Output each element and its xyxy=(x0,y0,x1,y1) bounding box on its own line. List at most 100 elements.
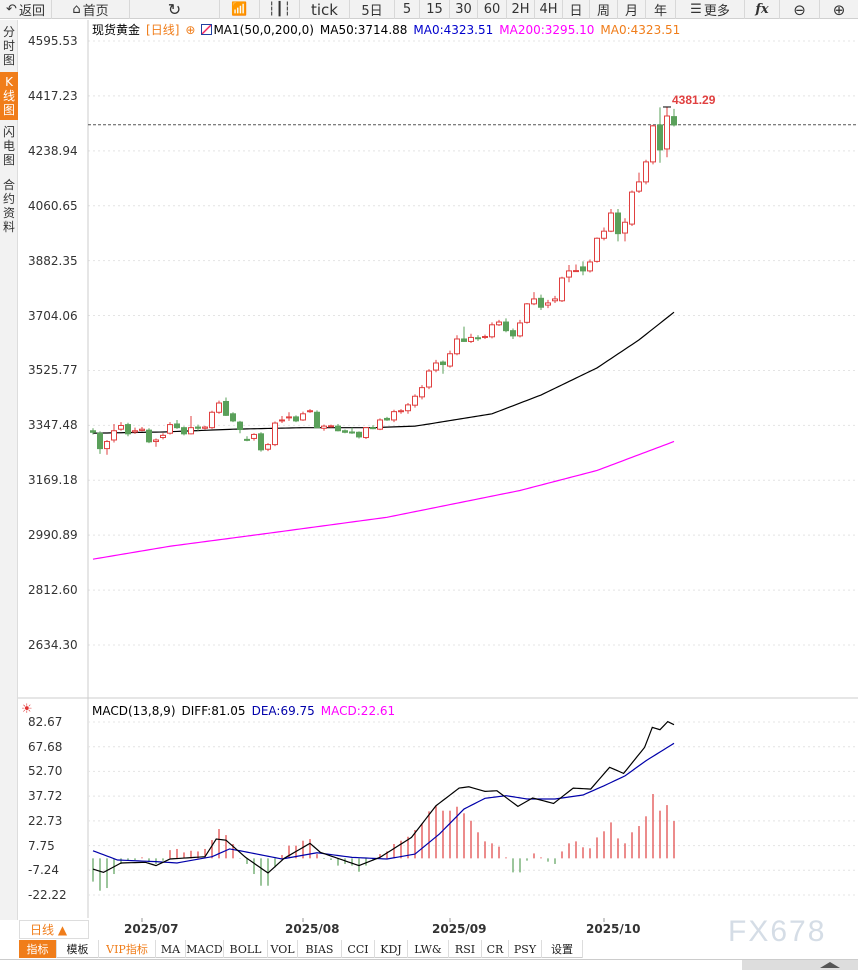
candle-up xyxy=(454,338,460,355)
candle-up xyxy=(391,411,397,421)
period-week-button[interactable]: 周 xyxy=(590,0,618,19)
sidebar-item-kline[interactable]: K线图 xyxy=(0,72,18,120)
indicator-tab-11[interactable]: RSI xyxy=(449,940,482,958)
back-label: 返回 xyxy=(18,4,45,19)
candle-up xyxy=(650,125,656,163)
candle-up xyxy=(636,181,642,192)
function-button[interactable]: fx xyxy=(745,0,780,19)
dea-value: DEA:69.75 xyxy=(251,704,315,718)
indicator-tab-7[interactable]: BIAS xyxy=(298,940,342,958)
zoom-in-button[interactable]: ⊕ xyxy=(820,0,858,19)
indicator-icon[interactable] xyxy=(201,24,213,35)
home-icon: ⌂ xyxy=(72,2,81,17)
price-tick-label: 3169.18 xyxy=(28,473,78,488)
indicator-tab-12[interactable]: CR xyxy=(482,940,509,958)
candle-down xyxy=(258,433,264,451)
macd-tick-label: 52.70 xyxy=(28,764,63,779)
scroll-up-arrow-icon[interactable] xyxy=(820,962,840,968)
indicator-tab-5[interactable]: BOLL xyxy=(224,940,268,958)
sidebar-item-flash-chart[interactable]: 闪电图 xyxy=(2,125,15,167)
ma0-orange-value: MA0:4323.51 xyxy=(600,22,681,37)
candle-up xyxy=(447,353,453,367)
indicator-tab-2[interactable]: VIP指标 xyxy=(99,940,156,958)
candle-down xyxy=(230,413,236,422)
period-5-button[interactable]: 5 xyxy=(395,0,420,19)
candlestick-button[interactable]: ┆┃┆ xyxy=(260,0,300,19)
candle-down xyxy=(580,266,586,272)
period-month-button[interactable]: 月 xyxy=(618,0,646,19)
candle-down xyxy=(657,124,663,151)
home-button[interactable]: ⌂ 首页 xyxy=(52,0,130,19)
zoom-out-button[interactable]: ⊖ xyxy=(780,0,820,19)
candle-up xyxy=(524,303,530,323)
candle-up xyxy=(545,302,551,306)
five-day-button[interactable]: 5日 xyxy=(350,0,395,19)
candle-up xyxy=(496,321,502,326)
candle-down xyxy=(293,416,299,422)
candle-up xyxy=(405,404,411,412)
macd-tick-label: 22.73 xyxy=(28,813,63,828)
indicator-tab-14[interactable]: 设置 xyxy=(542,940,583,958)
period-60-button[interactable]: 60 xyxy=(478,0,507,19)
dea-line xyxy=(92,742,675,864)
indicator-tabs: 指标 模板 VIP指标 MA MACD BOLL VOL BIAS CCI KDJ LW& RSI CR… xyxy=(19,940,583,958)
candle-up xyxy=(601,230,607,239)
candle-up xyxy=(573,270,579,273)
sidebar-item-time-chart[interactable]: 分时图 xyxy=(2,25,15,67)
horizontal-scrollbar[interactable] xyxy=(0,959,858,970)
candle-down xyxy=(370,427,376,430)
indicator-tab-0[interactable]: 指标 xyxy=(19,940,57,958)
candle-up xyxy=(608,212,614,232)
toolbar: ↶ 返回 ⌂ 首页 ↻ 📶 ┆┃┆ tick 5日 5 15 30 60 2H 4H… xyxy=(0,0,858,19)
scroll-thumb[interactable] xyxy=(742,960,858,970)
candle-up xyxy=(566,270,572,278)
price-tick-label: 4595.53 xyxy=(28,34,78,48)
settings-gear-icon[interactable]: ⊕ xyxy=(185,22,196,37)
candle-down xyxy=(440,361,446,366)
candle-up xyxy=(419,387,425,398)
candle-up xyxy=(629,191,635,225)
refresh-button[interactable]: ↻ xyxy=(130,0,220,19)
tick-button[interactable]: tick xyxy=(300,0,350,19)
period-year-button[interactable]: 年 xyxy=(646,0,676,19)
candle-up xyxy=(286,416,292,419)
candle-down xyxy=(244,438,250,441)
indicator-tab-10[interactable]: LW& xyxy=(408,940,449,958)
indicator-tab-3[interactable]: MA xyxy=(156,940,186,958)
indicator-tab-4[interactable]: MACD xyxy=(186,940,224,958)
bar-chart-button[interactable]: 📶 xyxy=(220,0,260,19)
candle-up xyxy=(209,411,215,429)
more-label: 更多 xyxy=(703,4,730,19)
price-tick-label: 4060.65 xyxy=(28,198,78,213)
candle-up xyxy=(643,161,649,183)
candle-up xyxy=(300,413,306,421)
period-30-button[interactable]: 30 xyxy=(450,0,478,19)
candle-up xyxy=(468,336,474,342)
sidebar-item-contract-info[interactable]: 合约资料 xyxy=(2,178,15,234)
candle-up xyxy=(552,298,558,302)
candle-down xyxy=(349,431,355,434)
period-4h-button[interactable]: 4H xyxy=(535,0,563,19)
bar-chart-icon: 📶 xyxy=(231,2,248,17)
sidebar: 分时图 K线图 闪电图 合约资料 xyxy=(0,20,18,920)
chart-legend: 现货黄金 [日线] ⊕ MA1(50,0,200,0) MA50:3714.88… xyxy=(92,21,680,38)
candle-down xyxy=(90,430,96,433)
price-tick-label: 4417.23 xyxy=(28,88,78,103)
period-day-button[interactable]: 日 xyxy=(563,0,590,19)
back-button[interactable]: ↶ 返回 xyxy=(0,0,52,19)
indicator-tab-1[interactable]: 模板 xyxy=(57,940,99,958)
ma50-line xyxy=(92,311,675,434)
candle-up xyxy=(363,427,369,439)
watermark-logo: FX678 xyxy=(728,915,827,948)
more-button[interactable]: ☰ 更多 xyxy=(676,0,745,19)
indicator-tab-9[interactable]: KDJ xyxy=(375,940,408,958)
indicator-tab-8[interactable]: CCI xyxy=(342,940,375,958)
macd-settings-icon[interactable]: ☀ xyxy=(21,702,33,717)
period-15-button[interactable]: 15 xyxy=(420,0,450,19)
indicator-tab-6[interactable]: VOL xyxy=(268,940,298,958)
indicator-tab-13[interactable]: PSY xyxy=(509,940,542,958)
period-dropdown[interactable]: 日线 ▲ xyxy=(19,920,89,939)
period-2h-button[interactable]: 2H xyxy=(507,0,535,19)
candle-up xyxy=(272,422,278,446)
